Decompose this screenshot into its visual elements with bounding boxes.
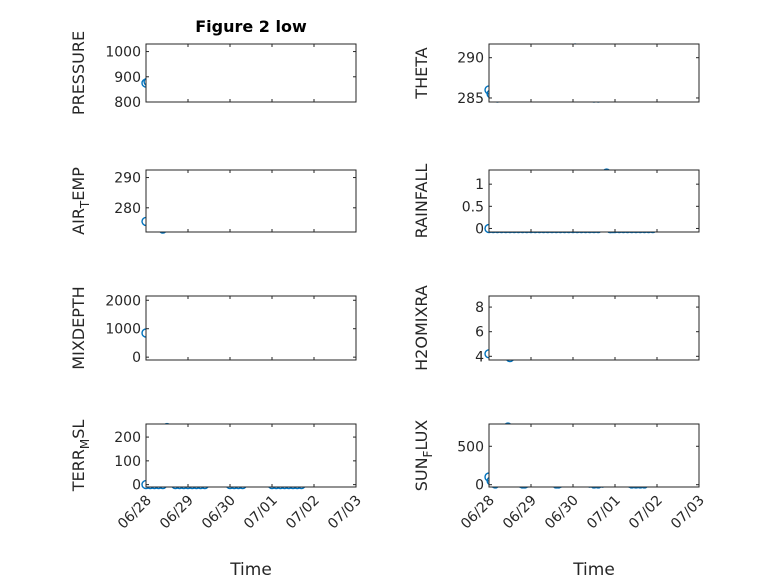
subplot-air-temp: 280 290 AIRTEMP [69,167,357,235]
axes-frame [145,169,357,233]
y-axis-label-base: SUN [412,457,431,491]
y-tick-label: 1000 [105,45,141,61]
y-axis-label-rest: LUX [412,420,431,451]
y-tick-label: 800 [114,95,141,111]
y-axis-label: PRESSURE [69,31,88,115]
y-tick-label: 1 [475,177,484,193]
y-axis-label-rest: SL [69,420,88,439]
y-axis-label-base: PRESSURE [69,31,88,115]
y-axis-label-base: TERR [69,449,88,492]
y-tick-label: 8 [475,300,484,316]
y-axis-label: RAINFALL [412,164,431,239]
y-axis-label: MIXDEPTH [69,286,88,369]
axes-frame [488,423,700,488]
y-tick-label: 200 [114,430,141,446]
figure-title: Figure 2 low [195,17,307,36]
y-axis-label: AIRTEMP [69,167,92,235]
subplot-mixdepth: 0 1000 2000 MIXDEPTH [69,286,357,370]
y-axis-label-base: AIR [69,208,88,235]
y-axis-label-base: MIXDEPTH [69,286,88,369]
y-axis-label-rest: EMP [69,167,88,201]
y-axis-label: H2OMIXRA [412,285,431,371]
y-tick-label: 2000 [105,293,141,309]
axes-frame [145,423,357,488]
subplot-h2omixra: 4 6 8 H2OMIXRA [412,285,700,371]
x-axis-label-right: Time [572,560,615,580]
y-axis-label-base: H2OMIXRA [412,285,431,371]
y-tick-label: 1000 [105,322,141,338]
y-tick-label: 6 [475,325,484,341]
y-tick-label: 0 [475,221,484,237]
y-axis-label-base: THETA [412,47,431,99]
y-tick-label: 4 [475,349,484,365]
y-axis-label-subscript: M [78,439,92,449]
y-tick-label: 285 [457,91,484,107]
y-tick-label: 900 [114,70,141,86]
y-axis-label-base: RAINFALL [412,164,431,239]
y-axis-label: TERRMSL [69,420,92,493]
y-tick-label: 0 [132,350,141,366]
axes-frame [145,43,357,103]
axes-frame [145,295,357,361]
y-axis-label: THETA [412,47,431,99]
y-tick-label: 0 [132,478,141,494]
axes-frame [488,295,700,361]
y-tick-label: 0 [475,478,484,494]
y-axis-label-subscript: F [421,450,435,457]
y-axis-label-subscript: T [78,200,92,209]
y-axis-label: SUNFLUX [412,420,435,492]
axes-frame [488,43,700,103]
axes-frame [488,169,700,233]
y-tick-label: 100 [114,454,141,470]
y-tick-label: 290 [114,171,141,187]
y-tick-label: 0.5 [462,199,484,215]
y-tick-label: 290 [457,51,484,67]
subplot-pressure: 800 900 1000 PRESSURE [69,31,357,115]
y-tick-label: 280 [114,201,141,217]
subplot-theta: 285 290 THETA [412,43,700,107]
x-axis-label-left: Time [229,560,272,580]
subplot-rainfall: 0 0.5 1 RAINFALL [412,164,700,239]
y-tick-label: 500 [457,439,484,455]
